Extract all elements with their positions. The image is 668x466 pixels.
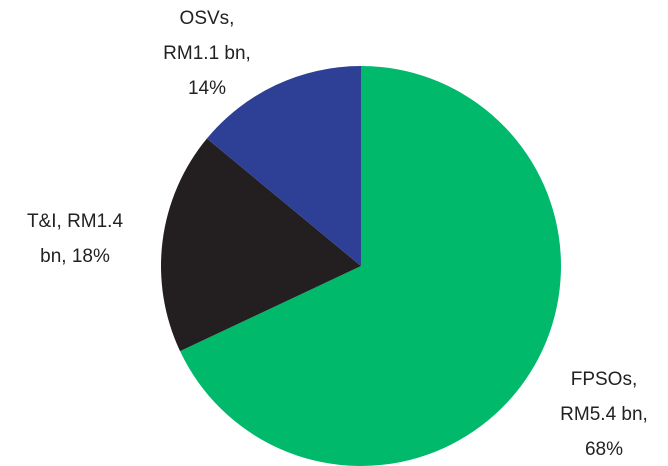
slice-label: bn, 18% <box>40 246 110 267</box>
slice-label: RM1.1 bn, <box>163 43 251 64</box>
slice-label: FPSOs, <box>571 369 638 390</box>
slice-label: T&I, RM1.4 <box>27 211 124 232</box>
pie-slice <box>180 66 562 466</box>
slice-label: 14% <box>188 78 226 99</box>
slice-label: OSVs, <box>180 8 235 29</box>
pie-slice <box>161 138 361 352</box>
pie-slice <box>206 65 361 266</box>
slice-label: RM5.4 bn, <box>560 404 648 425</box>
slice-label: 68% <box>585 439 623 460</box>
